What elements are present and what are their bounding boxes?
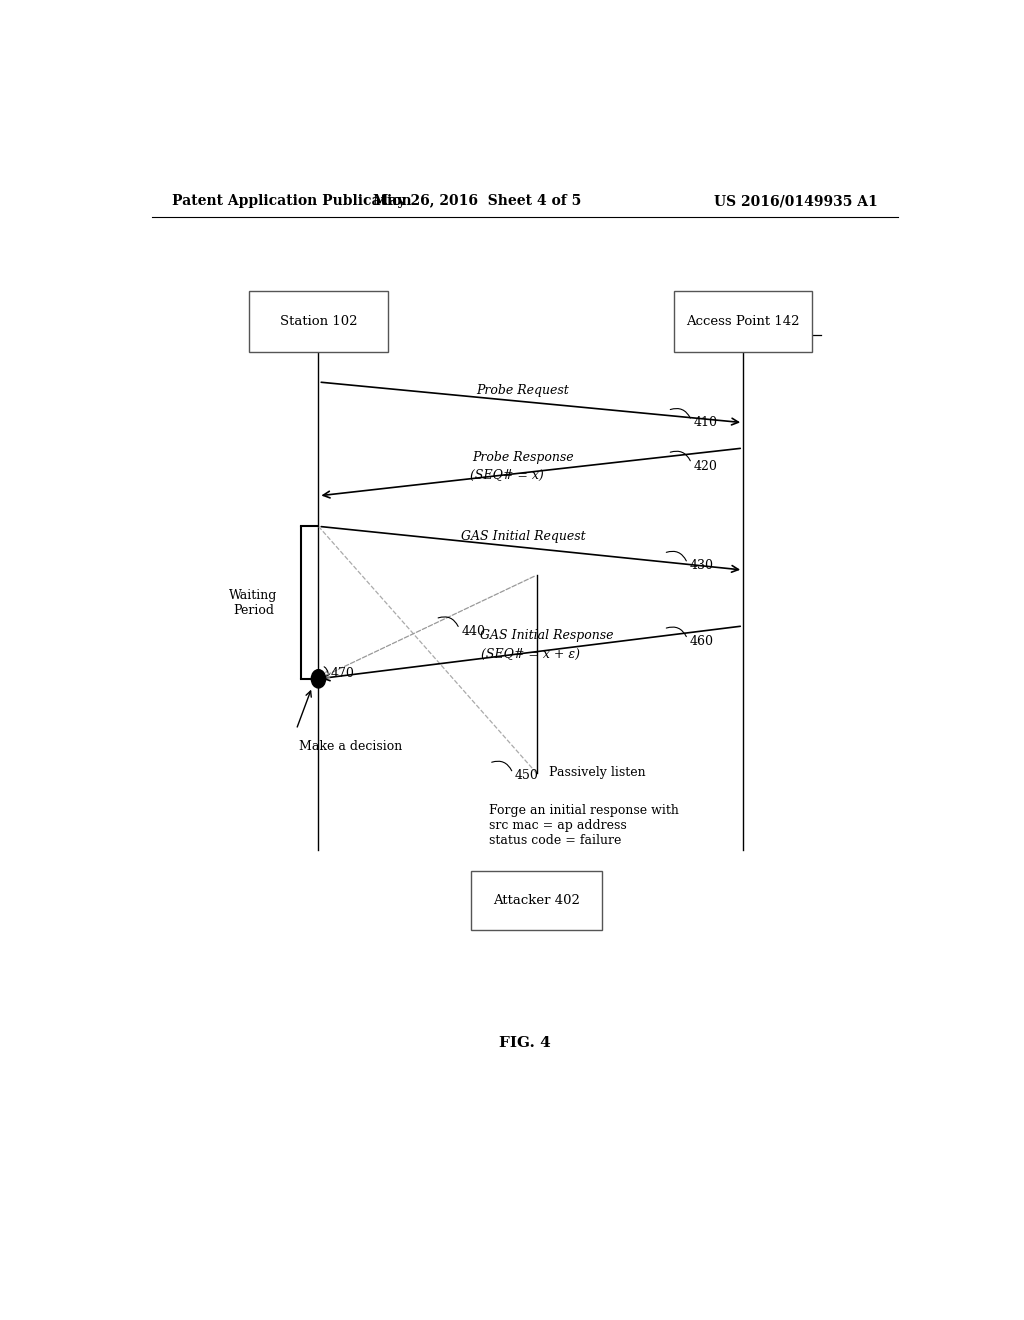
Text: Forge an initial response with
src mac = ap address
status code = failure: Forge an initial response with src mac =… <box>489 804 679 847</box>
Text: GAS Initial Response: GAS Initial Response <box>480 630 613 643</box>
Text: 470: 470 <box>331 667 354 680</box>
Bar <box>471 871 602 929</box>
Bar <box>674 290 812 351</box>
Text: (SEQ# = x): (SEQ# = x) <box>470 469 544 482</box>
Text: Make a decision: Make a decision <box>299 739 401 752</box>
Text: 460: 460 <box>690 635 714 648</box>
Text: May 26, 2016  Sheet 4 of 5: May 26, 2016 Sheet 4 of 5 <box>373 194 582 209</box>
Circle shape <box>311 669 326 688</box>
Text: Patent Application Publication: Patent Application Publication <box>172 194 412 209</box>
Text: Probe Response: Probe Response <box>472 451 573 463</box>
Text: Access Point 142: Access Point 142 <box>686 314 800 327</box>
Text: 450: 450 <box>514 768 539 781</box>
Text: Station 102: Station 102 <box>280 314 357 327</box>
Text: US 2016/0149935 A1: US 2016/0149935 A1 <box>714 194 878 209</box>
Text: 420: 420 <box>694 459 718 473</box>
Text: 440: 440 <box>462 624 485 638</box>
Text: Waiting
Period: Waiting Period <box>229 589 278 616</box>
Text: (SEQ# = x + ε): (SEQ# = x + ε) <box>481 648 581 660</box>
Text: FIG. 4: FIG. 4 <box>499 1036 551 1049</box>
Text: Attacker 402: Attacker 402 <box>494 894 581 907</box>
Text: GAS Initial Request: GAS Initial Request <box>461 531 585 543</box>
Text: 430: 430 <box>690 558 714 572</box>
Text: Passively listen: Passively listen <box>549 766 645 779</box>
Text: 410: 410 <box>694 416 718 429</box>
Bar <box>249 290 388 351</box>
Text: Probe Request: Probe Request <box>476 384 569 397</box>
